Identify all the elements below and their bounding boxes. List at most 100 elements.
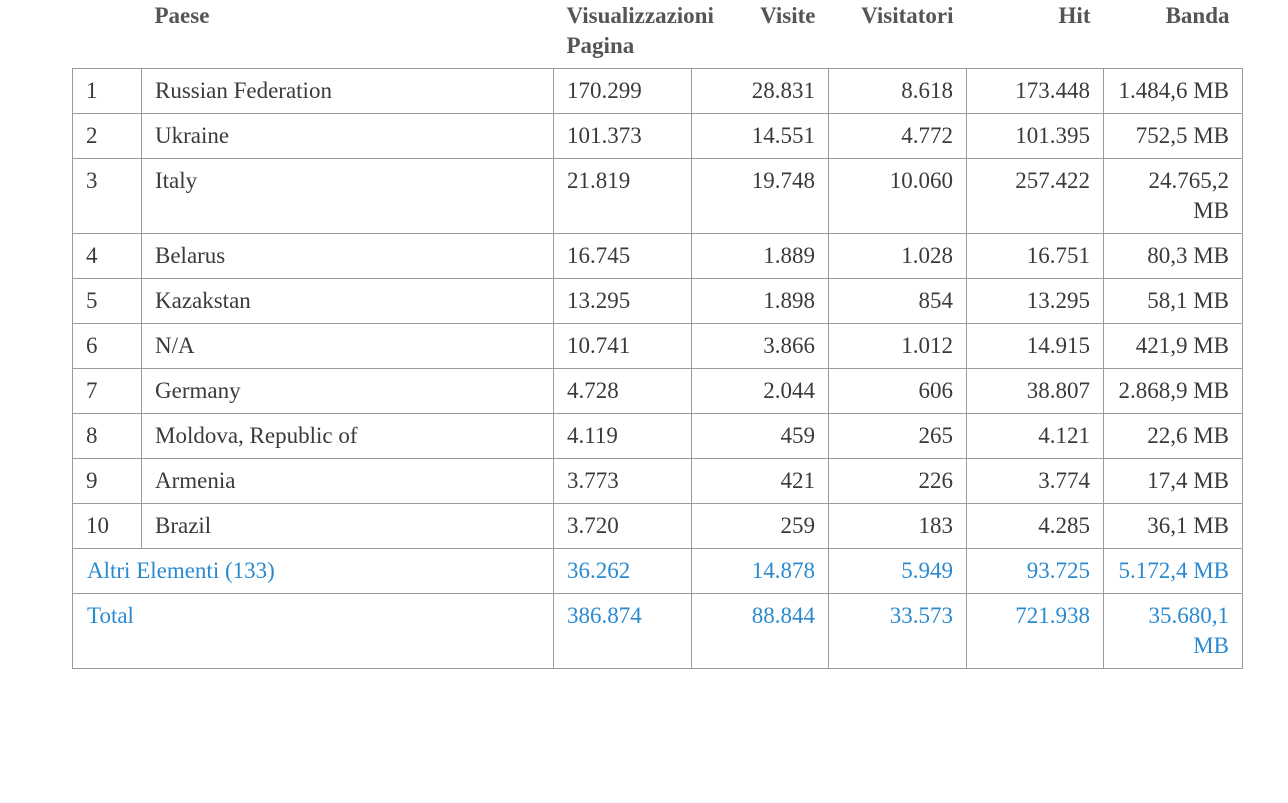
visitors-cell: 226 xyxy=(828,458,967,504)
visits-cell: 19.748 xyxy=(691,158,829,234)
hits-cell: 38.807 xyxy=(966,368,1104,414)
table-header: Paese Visualizzazioni Pagina Visite Visi… xyxy=(73,0,1243,69)
other-visitors-cell: 5.949 xyxy=(828,548,967,594)
page-views-cell: 16.745 xyxy=(553,233,692,279)
page-views-cell: 101.373 xyxy=(553,113,692,159)
page-views-cell: 4.728 xyxy=(553,368,692,414)
rank-cell: 9 xyxy=(72,458,142,504)
visits-cell: 3.866 xyxy=(691,323,829,369)
country-cell: N/A xyxy=(141,323,554,369)
other-items-row: Altri Elementi (133) 36.262 14.878 5.949… xyxy=(72,548,1243,594)
country-cell: Moldova, Republic of xyxy=(141,413,554,459)
visits-cell: 421 xyxy=(691,458,829,504)
table-row: 5 Kazakstan 13.295 1.898 854 13.295 58,1… xyxy=(72,278,1243,324)
rank-cell: 6 xyxy=(72,323,142,369)
hits-cell: 257.422 xyxy=(966,158,1104,234)
rank-cell: 10 xyxy=(72,503,142,549)
header-visits: Visite xyxy=(760,3,816,28)
table-row: 1 Russian Federation 170.299 28.831 8.61… xyxy=(72,68,1243,114)
country-cell: Armenia xyxy=(141,458,554,504)
page-views-cell: 13.295 xyxy=(553,278,692,324)
page-views-cell: 170.299 xyxy=(553,68,692,114)
total-visitors-cell: 33.573 xyxy=(828,593,967,669)
bandwidth-cell: 58,1 MB xyxy=(1103,278,1243,324)
page-views-cell: 3.720 xyxy=(553,503,692,549)
other-items-label: Altri Elementi (133) xyxy=(72,548,554,594)
bandwidth-cell: 24.765,2 MB xyxy=(1103,158,1243,234)
hits-cell: 14.915 xyxy=(966,323,1104,369)
other-page-views-cell: 36.262 xyxy=(553,548,692,594)
header-rank xyxy=(73,0,142,69)
header-page-views: Visualizzazioni Pagina xyxy=(566,3,714,58)
visits-cell: 2.044 xyxy=(691,368,829,414)
hits-cell: 16.751 xyxy=(966,233,1104,279)
page-views-cell: 21.819 xyxy=(553,158,692,234)
hits-cell: 13.295 xyxy=(966,278,1104,324)
country-cell: Germany xyxy=(141,368,554,414)
country-cell: Italy xyxy=(141,158,554,234)
total-row: Total 386.874 88.844 33.573 721.938 35.6… xyxy=(72,593,1243,669)
country-cell: Russian Federation xyxy=(141,68,554,114)
header-row: Paese Visualizzazioni Pagina Visite Visi… xyxy=(73,0,1243,69)
visitors-cell: 10.060 xyxy=(828,158,967,234)
visitors-cell: 4.772 xyxy=(828,113,967,159)
visits-cell: 28.831 xyxy=(691,68,829,114)
visits-cell: 14.551 xyxy=(691,113,829,159)
total-visits-cell: 88.844 xyxy=(691,593,829,669)
total-hits-cell: 721.938 xyxy=(966,593,1104,669)
visitors-cell: 8.618 xyxy=(828,68,967,114)
country-cell: Belarus xyxy=(141,233,554,279)
bandwidth-cell: 752,5 MB xyxy=(1103,113,1243,159)
visits-cell: 459 xyxy=(691,413,829,459)
bandwidth-cell: 36,1 MB xyxy=(1103,503,1243,549)
other-bandwidth-cell: 5.172,4 MB xyxy=(1103,548,1243,594)
visitors-cell: 1.012 xyxy=(828,323,967,369)
table-row: 7 Germany 4.728 2.044 606 38.807 2.868,9… xyxy=(72,368,1243,414)
visits-cell: 259 xyxy=(691,503,829,549)
bandwidth-cell: 421,9 MB xyxy=(1103,323,1243,369)
rank-cell: 7 xyxy=(72,368,142,414)
total-page-views-cell: 386.874 xyxy=(553,593,692,669)
header-country: Paese xyxy=(154,3,210,28)
country-cell: Ukraine xyxy=(141,113,554,159)
hits-cell: 4.285 xyxy=(966,503,1104,549)
table-row: 9 Armenia 3.773 421 226 3.774 17,4 MB xyxy=(72,458,1243,504)
bandwidth-cell: 1.484,6 MB xyxy=(1103,68,1243,114)
other-visits-cell: 14.878 xyxy=(691,548,829,594)
header-hits: Hit xyxy=(1058,3,1091,28)
page-views-cell: 3.773 xyxy=(553,458,692,504)
bandwidth-cell: 17,4 MB xyxy=(1103,458,1243,504)
visitors-cell: 183 xyxy=(828,503,967,549)
bandwidth-cell: 80,3 MB xyxy=(1103,233,1243,279)
rank-cell: 8 xyxy=(72,413,142,459)
table-row: 10 Brazil 3.720 259 183 4.285 36,1 MB xyxy=(72,503,1243,549)
table-row: 4 Belarus 16.745 1.889 1.028 16.751 80,3… xyxy=(72,233,1243,279)
bandwidth-cell: 22,6 MB xyxy=(1103,413,1243,459)
rank-cell: 2 xyxy=(72,113,142,159)
country-cell: Brazil xyxy=(141,503,554,549)
table-body: 1 Russian Federation 170.299 28.831 8.61… xyxy=(72,68,1243,669)
visits-cell: 1.889 xyxy=(691,233,829,279)
rank-cell: 4 xyxy=(72,233,142,279)
table-row: 8 Moldova, Republic of 4.119 459 265 4.1… xyxy=(72,413,1243,459)
page-views-cell: 10.741 xyxy=(553,323,692,369)
header-bandwidth: Banda xyxy=(1165,3,1230,28)
total-bandwidth-cell: 35.680,1 MB xyxy=(1103,593,1243,669)
visits-cell: 1.898 xyxy=(691,278,829,324)
visitors-cell: 854 xyxy=(828,278,967,324)
other-hits-cell: 93.725 xyxy=(966,548,1104,594)
country-stats-table: Paese Visualizzazioni Pagina Visite Visi… xyxy=(72,0,1243,669)
table-row: 2 Ukraine 101.373 14.551 4.772 101.395 7… xyxy=(72,113,1243,159)
hits-cell: 173.448 xyxy=(966,68,1104,114)
bandwidth-cell: 2.868,9 MB xyxy=(1103,368,1243,414)
table-row: 6 N/A 10.741 3.866 1.012 14.915 421,9 MB xyxy=(72,323,1243,369)
visitors-cell: 606 xyxy=(828,368,967,414)
hits-cell: 3.774 xyxy=(966,458,1104,504)
visitors-cell: 265 xyxy=(828,413,967,459)
hits-cell: 4.121 xyxy=(966,413,1104,459)
header-visitors: Visitatori xyxy=(861,3,954,28)
country-cell: Kazakstan xyxy=(141,278,554,324)
rank-cell: 3 xyxy=(72,158,142,234)
hits-cell: 101.395 xyxy=(966,113,1104,159)
total-label: Total xyxy=(72,593,554,669)
